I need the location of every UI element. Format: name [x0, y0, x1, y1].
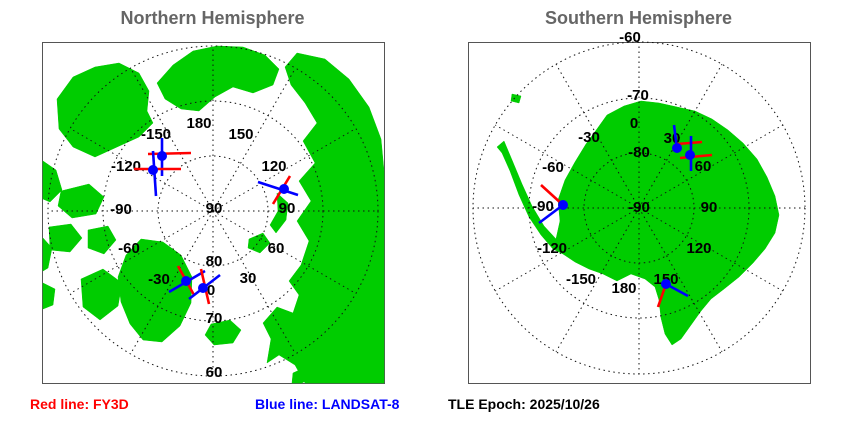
graticule-label: -60 [542, 159, 564, 176]
graticule-label: 120 [261, 158, 286, 175]
satellite-marker-dot [157, 151, 167, 161]
satellite-marker-dot [198, 283, 208, 293]
landmass [48, 223, 83, 253]
landmass [496, 100, 780, 346]
graticule-label: 60 [695, 158, 712, 175]
legend-tle-epoch: TLE Epoch: 2025/10/26 [448, 396, 600, 412]
graticule-label: 90 [206, 200, 223, 217]
graticule-label: -30 [578, 129, 600, 146]
graticule-label: -60 [118, 240, 140, 257]
southern-hemisphere-title: Southern Hemisphere [544, 8, 733, 28]
graticule-label: -60 [619, 29, 641, 46]
southern-hemisphere-map: -60-70-80-90030-3060-6090-90120-120150-1… [468, 29, 811, 384]
landmass [291, 367, 312, 384]
landsat8-track-segment [257, 180, 299, 197]
graticule-label: 0 [207, 282, 215, 299]
graticule-label: 180 [611, 280, 636, 297]
landmass [56, 62, 154, 158]
graticule-label: -150 [141, 126, 171, 143]
landmass [42, 160, 63, 203]
graticule-label: -120 [537, 240, 567, 257]
legend-blue-line-landsat8: Blue line: LANDSAT-8 [255, 396, 400, 412]
graticule-label: -90 [628, 199, 650, 216]
graticule-label: 90 [279, 200, 296, 217]
satellite-marker-dot [279, 184, 289, 194]
graticule-label: -90 [532, 198, 554, 215]
landmass [510, 93, 522, 104]
legend: Red line: FY3D Blue line: LANDSAT-8 TLE … [0, 394, 850, 416]
fy3d-track-segment [679, 153, 713, 160]
graticule-label: 90 [701, 199, 718, 216]
landmass [87, 225, 117, 255]
landmass [57, 183, 105, 219]
graticule-label: -80 [628, 144, 650, 161]
satellite-marker-dot [181, 276, 191, 286]
satellite-marker-dot [672, 143, 682, 153]
graticule-label: 60 [206, 364, 223, 381]
graticule-label: -70 [627, 87, 649, 104]
fy3d-track-segment [147, 151, 192, 156]
graticule-label: 150 [228, 126, 253, 143]
northern-hemisphere-map: 180 150 -150 120 -120 90 -90 90 60 -60 30 -30 0 80 70 6… [42, 42, 385, 384]
graticule-label: 60 [268, 240, 285, 257]
landmass [42, 237, 53, 272]
landmass [117, 238, 193, 343]
satellite-marker-dot [685, 150, 695, 160]
graticule-label: -90 [110, 201, 132, 218]
landmass [262, 52, 385, 384]
satellite-marker-dot [148, 165, 158, 175]
graticule-label: 120 [686, 240, 711, 257]
northern-hemisphere-title: Northern Hemisphere [120, 8, 305, 28]
landmass [42, 282, 56, 310]
latitude-circle [47, 45, 379, 377]
graticule-label: 30 [240, 270, 257, 287]
graticule-label: 80 [206, 253, 223, 270]
landmass [156, 45, 280, 112]
graticule-label: 0 [630, 115, 638, 132]
landmass [80, 268, 123, 321]
graticule-label: 180 [186, 115, 211, 132]
southern-hemisphere-plot: -60-70-80-90030-3060-6090-90120-120150-1… [472, 29, 806, 375]
graticule-label: -150 [566, 271, 596, 288]
fy3d-track-segment [676, 140, 703, 146]
graticule-label: -30 [148, 271, 170, 288]
satellite-marker-dot [558, 200, 568, 210]
satellite-marker-dot [661, 279, 671, 289]
legend-red-line-fy3d: Red line: FY3D [30, 396, 129, 412]
graticule-label: -120 [111, 158, 141, 175]
graticule-label: 70 [206, 310, 223, 327]
northern-hemisphere-plot: 180 150 -150 120 -120 90 -90 90 60 -60 30 -30 0 80 70 6… [42, 45, 385, 384]
